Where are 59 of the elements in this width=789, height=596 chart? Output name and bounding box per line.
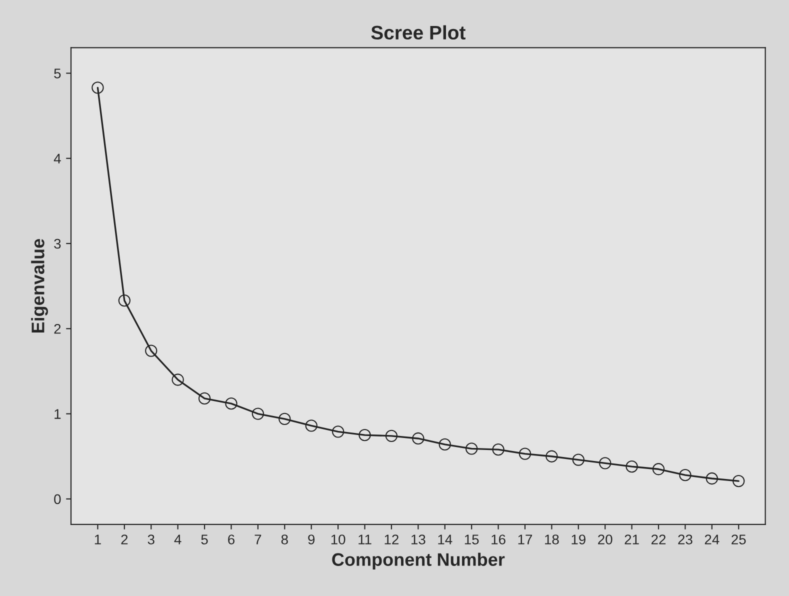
point xyxy=(278,412,291,425)
point xyxy=(546,450,558,462)
point xyxy=(732,474,745,488)
point xyxy=(225,398,238,410)
point xyxy=(358,429,371,442)
point xyxy=(492,443,504,456)
x-tick-label: 23 xyxy=(678,534,692,544)
point xyxy=(438,438,451,451)
x-tick-label: 13 xyxy=(412,534,426,544)
y-tick-label: 0 xyxy=(54,494,61,504)
point xyxy=(92,82,104,94)
point xyxy=(572,454,584,466)
x-tick-label: 10 xyxy=(331,534,346,544)
x-tick-label: 22 xyxy=(651,534,666,544)
point xyxy=(172,374,184,386)
x-tick-label: 8 xyxy=(281,534,288,544)
point xyxy=(652,463,665,476)
x-tick-label: 3 xyxy=(148,534,154,544)
y-axis-title: Eigenvalue xyxy=(31,239,48,333)
x-axis-title: Component Number xyxy=(332,552,505,570)
point xyxy=(412,432,424,445)
point xyxy=(118,294,130,307)
point xyxy=(518,448,532,460)
point xyxy=(305,420,318,432)
point xyxy=(252,408,264,420)
x-tick-label: 11 xyxy=(358,534,372,544)
x-tick-label: 17 xyxy=(518,534,532,544)
x-tick-label: 2 xyxy=(121,534,128,544)
x-tick-label: 7 xyxy=(254,534,262,544)
x-tick-label: 9 xyxy=(308,534,315,544)
point xyxy=(706,472,718,485)
y-tick-label: 2 xyxy=(54,324,61,334)
point xyxy=(145,344,158,357)
x-tick-label: 16 xyxy=(492,534,506,544)
point xyxy=(466,442,478,455)
x-tick-label: 6 xyxy=(228,534,234,544)
x-tick-label: 21 xyxy=(624,534,639,544)
point xyxy=(626,460,638,473)
x-tick-label: 1 xyxy=(94,534,101,544)
point xyxy=(332,426,344,438)
y-tick-label: 4 xyxy=(54,154,61,164)
x-tick-label: 4 xyxy=(174,534,182,544)
chart-title: Scree Plot xyxy=(371,25,466,40)
x-tick-label: 12 xyxy=(384,534,398,544)
point xyxy=(679,469,692,482)
y-tick-label: 1 xyxy=(54,409,61,419)
y-tick-label: 3 xyxy=(54,238,61,249)
y-tick-label: 5 xyxy=(54,68,61,78)
x-tick-label: 25 xyxy=(732,534,746,544)
x-tick-label: 15 xyxy=(464,534,479,544)
point xyxy=(599,457,612,470)
x-tick-label: 14 xyxy=(438,534,452,544)
x-tick-label: 20 xyxy=(598,534,612,544)
x-tick-label: 24 xyxy=(704,534,720,544)
point xyxy=(198,392,211,405)
x-tick-label: 19 xyxy=(572,534,586,544)
x-tick-label: 5 xyxy=(201,534,208,544)
x-tick-label: 18 xyxy=(545,534,559,544)
point xyxy=(385,430,398,442)
